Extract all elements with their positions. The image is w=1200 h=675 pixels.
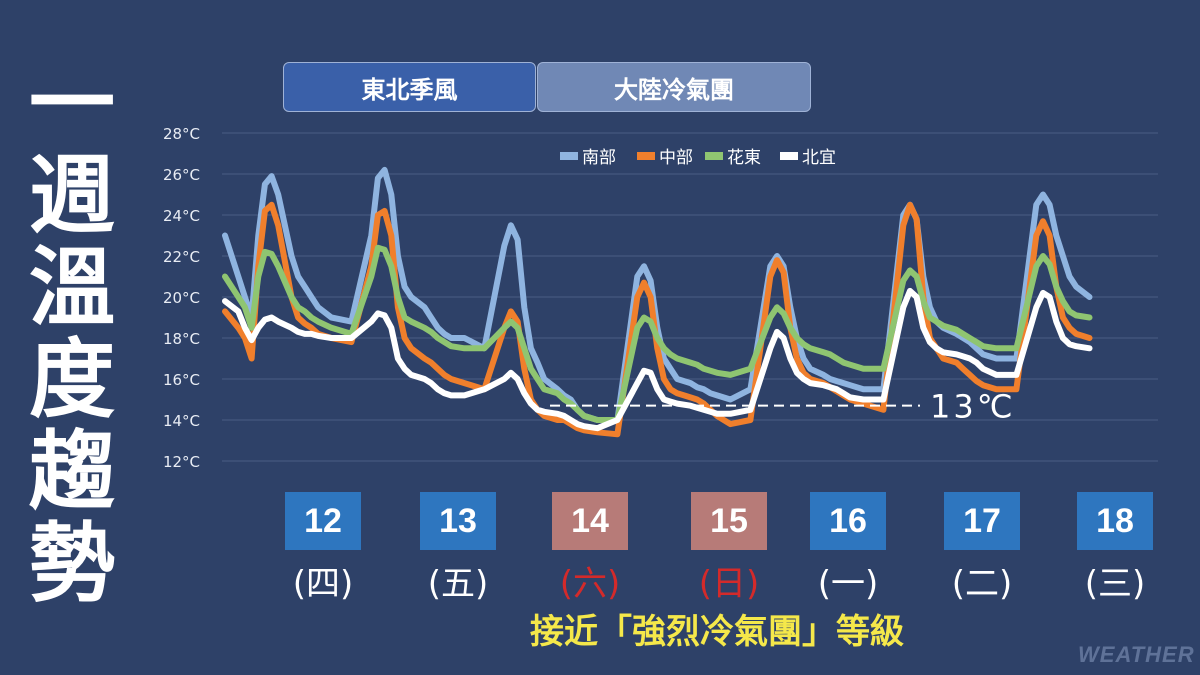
phase-label: 大陸冷氣團 (614, 75, 734, 104)
y-tick-label: 26°C (163, 166, 200, 184)
date-box: 15 (691, 492, 767, 550)
temperature-chart: 12°C 14°C 16°C 18°C 20°C 22°C 24°C 26°C 28°C 13℃… (163, 125, 1158, 471)
date-box: 13 (420, 492, 496, 550)
y-tick-label: 12°C (163, 453, 200, 471)
date-box: 12 (285, 492, 361, 550)
series-line-1 (222, 201, 1093, 438)
legend-label: 北宜 (802, 148, 836, 168)
watermark-logo: WEATHER (1078, 642, 1195, 667)
reference-line-group: 13℃ (550, 388, 1016, 426)
phase-northeast-monsoon: 東北季風 (283, 62, 536, 112)
y-axis-ticks: 12°C 14°C 16°C 18°C 20°C 22°C 24°C 26°C 28°C (163, 125, 200, 471)
phase-label: 東北季風 (361, 75, 458, 104)
y-tick-label: 16°C (163, 371, 200, 389)
footnote: 接近「強烈冷氣團」等級 (530, 612, 904, 652)
y-tick-label: 20°C (163, 289, 200, 307)
date-box: 16 (810, 492, 886, 550)
weekday-label: (三) (1084, 564, 1146, 604)
reference-line-label: 13℃ (930, 388, 1016, 426)
y-tick-label: 14°C (163, 412, 200, 430)
legend-label: 中部 (659, 148, 693, 168)
y-tick-label: 22°C (163, 248, 200, 266)
y-tick-label: 18°C (163, 330, 200, 348)
weekday-label: (四) (292, 564, 354, 604)
legend-swatch (637, 152, 655, 160)
legend-swatch (780, 152, 798, 160)
weekday-label: (二) (951, 564, 1013, 604)
date-box: 14 (552, 492, 628, 550)
date-box: 18 (1077, 492, 1153, 550)
y-tick-label: 28°C (163, 125, 200, 143)
series-line-2 (222, 244, 1093, 423)
legend-label: 花東 (727, 148, 761, 168)
series-line-3 (222, 287, 1093, 432)
legend-label: 南部 (582, 148, 616, 168)
legend: 南部 中部 花東 北宜 (560, 148, 836, 168)
vertical-title: 一週溫度趨勢 (22, 58, 122, 610)
phase-continental-cold-air-mass: 大陸冷氣團 (537, 62, 811, 112)
y-tick-label: 24°C (163, 207, 200, 225)
series-lines (222, 166, 1093, 438)
weekday-label: (六) (559, 564, 621, 604)
weekday-label: (五) (427, 564, 489, 604)
vertical-title-text: 一週溫度趨勢 (29, 54, 115, 614)
legend-swatch (560, 152, 578, 160)
weekday-label: (日) (698, 564, 760, 604)
date-box: 17 (944, 492, 1020, 550)
weekday-label: (一) (817, 564, 879, 604)
legend-swatch (705, 152, 723, 160)
